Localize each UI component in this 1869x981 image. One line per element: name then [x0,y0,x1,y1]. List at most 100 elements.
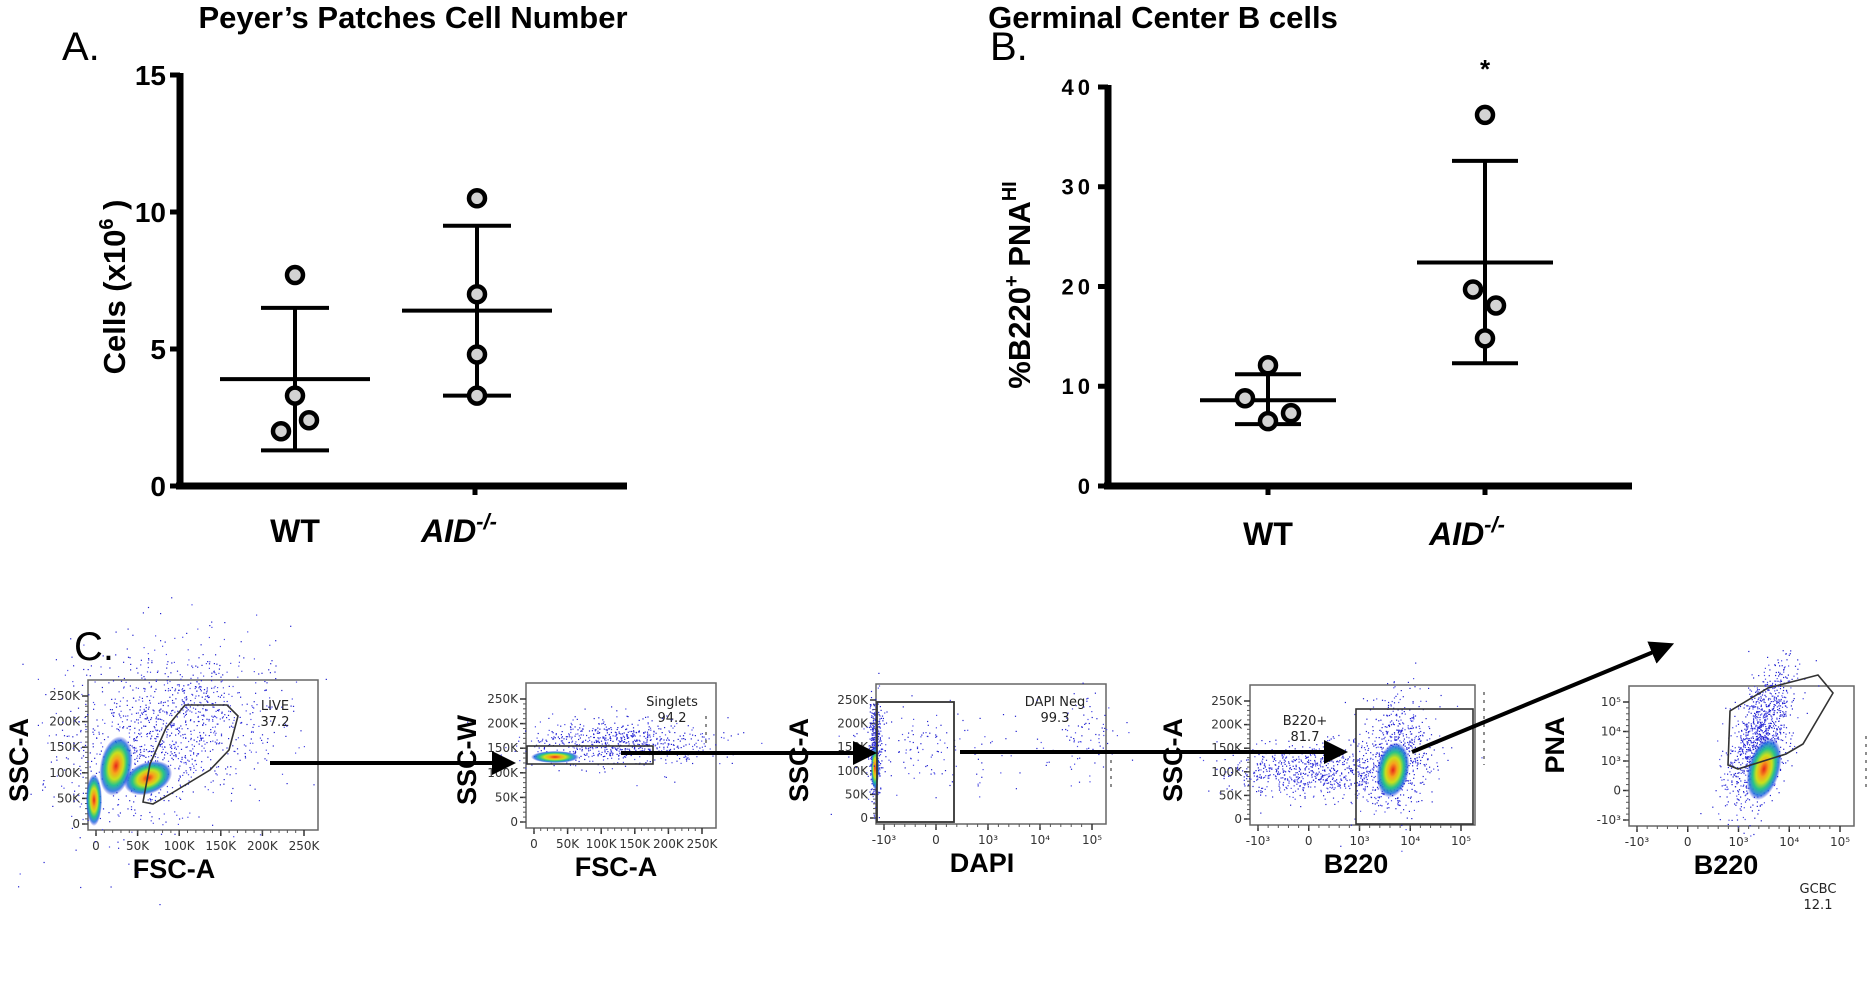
event [631,736,634,738]
event [929,732,931,734]
event [117,728,120,731]
event [872,795,874,798]
event [1295,758,1298,760]
event [660,743,662,745]
event [1747,742,1749,744]
event [1403,743,1405,746]
event [684,738,686,741]
event [1761,708,1763,710]
event [1481,757,1483,759]
event [232,722,234,724]
event [1254,756,1256,758]
event [1361,745,1363,747]
event [871,722,873,724]
event [1304,792,1306,794]
y-tick-label: 250K [1211,694,1243,708]
event [134,732,136,734]
event [1413,777,1415,779]
event [117,804,119,806]
event [582,740,584,742]
event [1748,722,1750,724]
event [1290,768,1293,771]
event [133,801,135,803]
chart-a-y-axis-label: Cells (x106 ) [96,200,132,375]
event [185,696,188,698]
event [1762,725,1764,727]
event [1306,766,1308,768]
event [1756,735,1758,737]
event [109,667,111,669]
event [726,756,728,758]
event [1315,772,1318,774]
event [1318,779,1320,781]
event [1374,775,1376,778]
event [1379,729,1381,731]
event [869,765,871,767]
event [1346,767,1348,769]
event [180,678,182,680]
event [292,705,295,707]
event [1757,698,1759,700]
event [185,713,187,715]
event [1279,787,1281,789]
event [1410,760,1412,762]
event [525,750,527,752]
event [639,747,641,749]
event [877,726,879,728]
event [616,710,618,712]
event [210,729,212,731]
event [1731,781,1733,783]
event [187,649,189,651]
event [1322,776,1324,778]
event [666,739,668,741]
event [630,754,632,757]
event [1421,800,1423,802]
event [184,714,186,716]
event [1293,759,1295,761]
event [123,687,125,689]
event [166,711,168,713]
event [161,752,163,754]
event [586,754,588,756]
event [1364,723,1366,725]
event [1081,726,1083,728]
event [870,789,872,791]
event [1389,721,1391,723]
event [212,716,214,718]
event [604,747,606,749]
event [603,721,605,723]
event [238,665,240,667]
event [598,753,600,755]
event [80,886,82,889]
event [1216,768,1218,771]
event [1045,764,1047,766]
event [1382,747,1384,749]
event [1412,720,1414,722]
event [1416,801,1418,803]
y-tick-label: 0 [1613,784,1621,798]
event [1411,745,1413,747]
event [570,731,572,734]
event [1750,725,1752,727]
event [1366,700,1368,702]
event [212,791,214,794]
y-tick-label: 250K [49,689,81,703]
event [1394,733,1396,735]
event [1098,753,1100,756]
event [912,734,914,736]
event [221,717,224,719]
event [616,753,618,755]
event [208,696,210,698]
event [72,736,74,738]
event [182,688,184,690]
event [1259,763,1261,765]
event [147,606,150,609]
event [191,744,193,746]
event [879,792,881,794]
event [1768,710,1770,712]
event [880,730,882,732]
event [1302,788,1304,790]
event [1315,773,1317,775]
event [615,732,617,734]
event [163,757,165,759]
